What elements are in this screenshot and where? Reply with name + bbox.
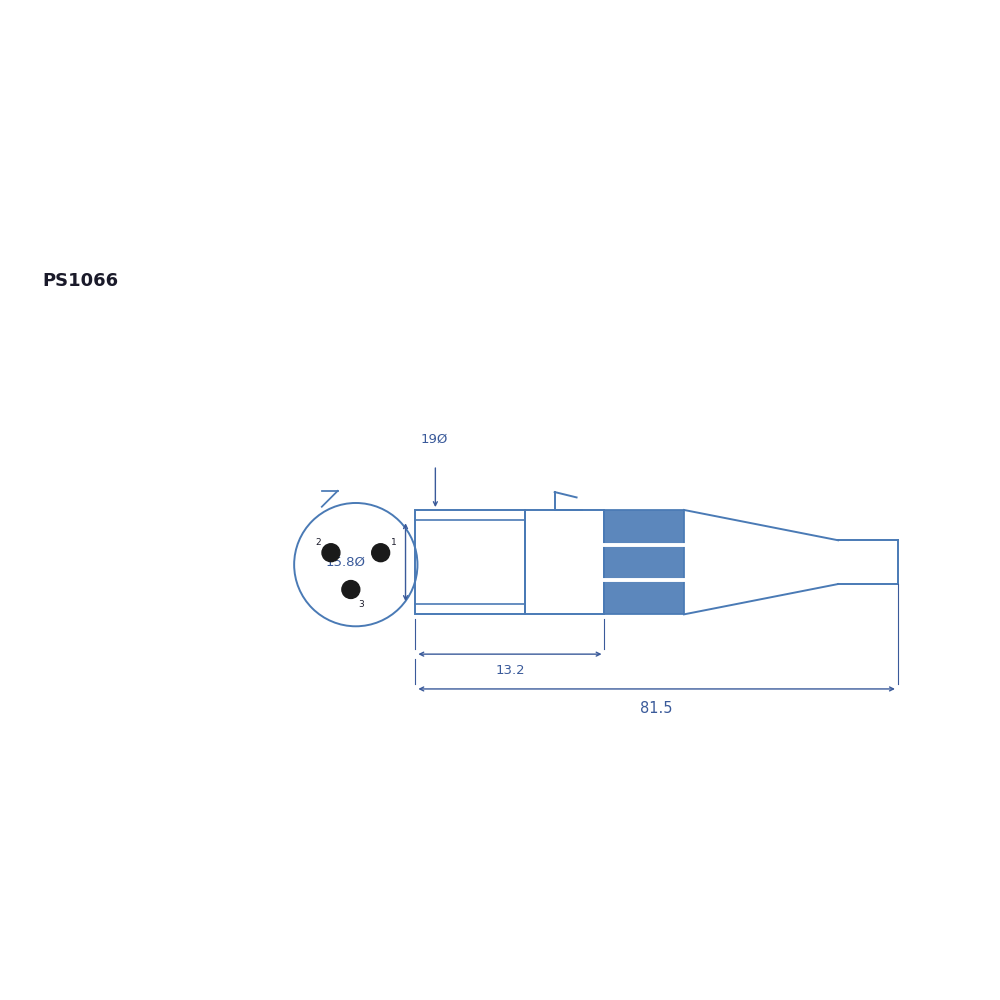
Circle shape [372, 544, 390, 562]
Text: 3: 3 [358, 600, 364, 609]
Bar [525, 510, 604, 614]
Circle shape [322, 544, 340, 562]
Bar [415, 510, 525, 614]
Circle shape [342, 581, 360, 598]
Text: 1: 1 [391, 538, 396, 547]
Text: 81.5: 81.5 [640, 701, 673, 716]
Text: PS1066: PS1066 [43, 272, 119, 290]
Text: 19Ø: 19Ø [420, 432, 448, 445]
Bar [604, 510, 684, 614]
Text: 2: 2 [315, 538, 321, 547]
Text: 13.2: 13.2 [495, 664, 525, 677]
Text: 15.8Ø: 15.8Ø [326, 556, 366, 569]
